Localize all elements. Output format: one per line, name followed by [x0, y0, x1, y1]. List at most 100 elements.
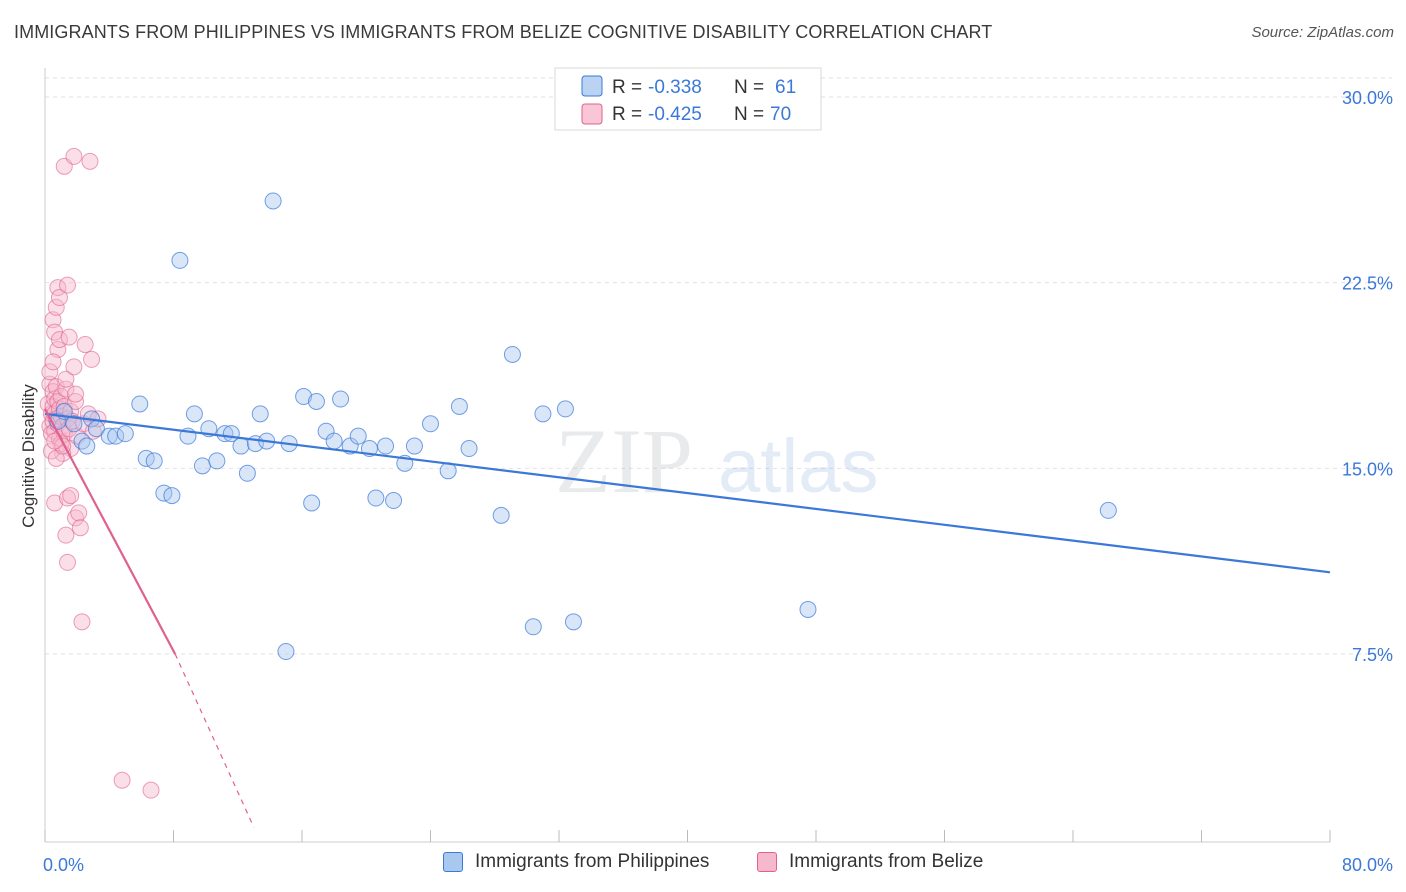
belize-point	[67, 392, 85, 410]
belize-point	[142, 781, 160, 799]
legend-swatch-philippines	[581, 75, 603, 97]
philippines-point	[131, 395, 149, 413]
philippines-point	[107, 427, 125, 445]
legend-r-label-1: R =	[612, 77, 642, 98]
belize-point	[71, 519, 89, 537]
philippines-point	[1099, 501, 1117, 519]
belize-point	[76, 336, 94, 354]
philippines-point	[216, 425, 234, 443]
belize-point	[62, 487, 80, 505]
legend-swatch-belize	[581, 103, 603, 125]
philippines-point	[556, 400, 574, 418]
legend-item-philippines[interactable]: Immigrants from Philippines	[443, 851, 709, 873]
belize-point	[70, 504, 88, 522]
legend-n-label-1: N =	[734, 77, 764, 98]
belize-point	[73, 613, 91, 631]
philippines-point	[799, 600, 817, 618]
philippines-point	[534, 405, 552, 423]
belize-point	[58, 489, 76, 507]
x-tick-label: 80.0%	[1342, 855, 1393, 875]
philippines-point	[295, 388, 313, 406]
philippines-point	[385, 492, 403, 510]
legend-n-value-1: 61	[775, 77, 796, 98]
philippines-point	[460, 440, 478, 458]
philippines-point	[564, 613, 582, 631]
philippines-point	[171, 251, 189, 269]
legend-top: R = -0.338 N = 61 R = -0.425 N = 70	[554, 67, 822, 131]
philippines-point	[78, 437, 96, 455]
belize-point	[50, 289, 68, 307]
belize-point	[83, 350, 101, 368]
belize-trend-extension	[174, 653, 255, 828]
trend-lines	[44, 408, 1331, 828]
belize-point	[81, 152, 99, 170]
philippines-point	[264, 192, 282, 210]
belize-point	[65, 358, 83, 376]
philippines-point	[163, 487, 181, 505]
belize-point	[113, 771, 131, 789]
legend-swatch-belize-bottom	[757, 852, 777, 872]
legend-label-belize: Immigrants from Belize	[789, 851, 984, 872]
philippines-point	[193, 457, 211, 475]
belize-points	[39, 147, 160, 799]
philippines-point	[303, 494, 321, 512]
legend-item-belize[interactable]: Immigrants from Belize	[757, 851, 983, 873]
philippines-point	[251, 405, 269, 423]
x-tick-label: 0.0%	[43, 855, 84, 875]
legend-bottom: Immigrants from Philippines Immigrants f…	[0, 851, 1406, 879]
belize-point	[60, 328, 78, 346]
y-tick-label: 30.0%	[1342, 88, 1393, 108]
philippines-point	[145, 452, 163, 470]
watermark: ZIP atlas	[555, 410, 879, 512]
watermark-zip: ZIP	[555, 410, 693, 512]
philippines-point	[232, 437, 250, 455]
philippines-point	[208, 452, 226, 470]
belize-point	[47, 298, 65, 316]
belize-point	[58, 553, 76, 571]
belize-point	[67, 385, 85, 403]
y-tick-label: 15.0%	[1342, 459, 1393, 479]
philippines-point	[492, 506, 510, 524]
philippines-point	[377, 437, 395, 455]
belize-point	[65, 147, 83, 165]
philippines-point	[405, 437, 423, 455]
watermark-atlas: atlas	[718, 424, 879, 509]
philippines-trend-line	[44, 412, 1331, 574]
legend-n-value-2: 70	[770, 104, 791, 125]
grid-lines	[45, 77, 1392, 655]
chart-title: IMMIGRANTS FROM PHILIPPINES VS IMMIGRANT…	[14, 22, 993, 42]
philippines-point	[116, 425, 134, 443]
philippines-point	[332, 390, 350, 408]
belize-point	[44, 353, 62, 371]
philippines-point	[450, 397, 468, 415]
philippines-point	[65, 415, 83, 433]
tick-labels: 7.5% 15.0% 22.5% 30.0% 0.0% 80.0%	[43, 88, 1393, 875]
belize-point	[57, 380, 75, 398]
belize-point	[67, 509, 85, 527]
belize-point	[50, 331, 68, 349]
legend-r-value-2: -0.425	[648, 104, 702, 125]
philippines-point	[307, 392, 325, 410]
philippines-point	[185, 405, 203, 423]
philippines-point	[503, 345, 521, 363]
philippines-points	[49, 192, 1117, 661]
belize-point	[46, 494, 64, 512]
legend-n-label-2: N =	[734, 104, 764, 125]
belize-point	[57, 370, 75, 388]
belize-point	[57, 526, 75, 544]
legend-swatch-philippines-bottom	[443, 852, 463, 872]
y-tick-label: 7.5%	[1352, 645, 1393, 665]
y-tick-label: 22.5%	[1342, 274, 1393, 294]
legend-label-philippines: Immigrants from Philippines	[475, 851, 710, 872]
source-label: Source: ZipAtlas.com	[1251, 24, 1394, 41]
philippines-point	[349, 427, 367, 445]
philippines-point	[367, 489, 385, 507]
philippines-point	[325, 432, 343, 450]
philippines-point	[524, 618, 542, 636]
belize-point	[58, 276, 76, 294]
philippines-point	[277, 643, 295, 661]
philippines-point	[238, 464, 256, 482]
philippines-point	[422, 415, 439, 433]
belize-point	[41, 363, 59, 381]
